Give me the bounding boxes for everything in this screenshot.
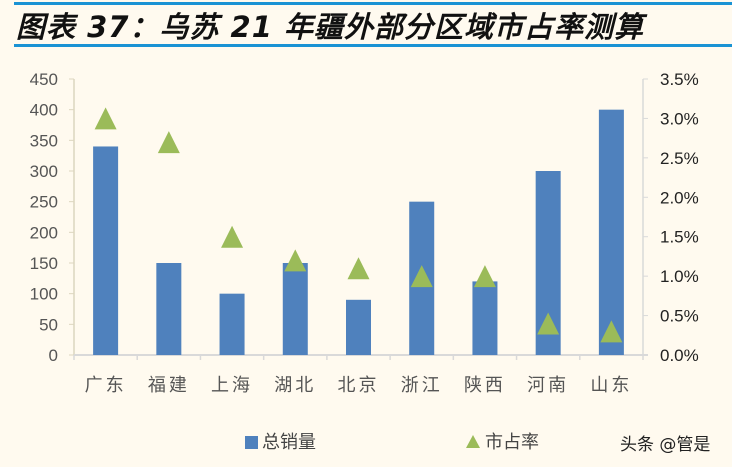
- left-tick-label: 300: [30, 162, 58, 181]
- right-axis: 0.0% 0.5% 1.0% 1.5% 2.0% 2.5% 3.0% 3.5%: [642, 70, 699, 365]
- triangle-marker-icon: [537, 312, 560, 335]
- bar: [93, 146, 119, 355]
- right-tick-label: 1.5%: [660, 228, 699, 247]
- triangle-marker-icon: [284, 249, 307, 272]
- right-tick-label: 1.0%: [660, 267, 699, 286]
- right-tick-label: 3.0%: [660, 109, 699, 128]
- left-tick-label: 350: [30, 131, 58, 150]
- triangle-marker-icon: [347, 257, 370, 280]
- right-tick-label: 0.0%: [660, 346, 699, 365]
- x-tick-label: 福建: [148, 375, 190, 396]
- x-tick-label: 上海: [211, 375, 253, 396]
- triangle-marker-icon: [600, 320, 623, 343]
- title-rule-top: [14, 2, 732, 5]
- right-tick-label: 2.0%: [660, 188, 699, 207]
- triangle-marker-icon: [410, 265, 433, 288]
- legend-item-bar: 总销量: [245, 428, 316, 454]
- left-tick-label: 200: [30, 223, 58, 242]
- x-tick-label: 广东: [85, 375, 127, 396]
- marker-series: [94, 107, 623, 343]
- triangle-marker-icon: [221, 225, 244, 248]
- right-tick-label: 2.5%: [660, 149, 699, 168]
- left-tick-label: 150: [30, 254, 58, 273]
- x-axis-labels: 广东 福建 上海 湖北 北京 浙江 陕西 河南 山东: [85, 375, 632, 396]
- left-tick-label: 400: [30, 101, 58, 120]
- x-tick-label: 河南: [527, 375, 569, 396]
- bar-series: [93, 109, 624, 356]
- left-tick-label: 50: [39, 315, 58, 334]
- x-tick-label: 北京: [338, 375, 380, 396]
- bar: [282, 263, 308, 355]
- bar: [346, 299, 371, 355]
- bar: [472, 281, 498, 355]
- triangle-marker-icon: [473, 265, 496, 288]
- legend-item-marker: 市占率: [466, 428, 539, 454]
- right-tick-label: 0.5%: [660, 307, 699, 326]
- x-tick-label: 山东: [590, 375, 632, 396]
- bar: [156, 263, 182, 355]
- bar: [598, 109, 624, 356]
- right-tick-label: 3.5%: [660, 70, 699, 89]
- watermark: 头条 @管是: [620, 435, 711, 455]
- left-tick-label: 250: [30, 193, 58, 212]
- chart-title: 图表 37：乌苏 21 年疆外部分区域市占率测算: [16, 10, 645, 44]
- bar: [219, 293, 245, 355]
- legend-marker-label: 市占率: [485, 432, 539, 453]
- x-tick-label: 陕西: [464, 375, 506, 396]
- title-rule-bottom: [14, 44, 732, 47]
- triangle-marker-icon: [157, 131, 180, 154]
- combo-chart: 0 50 100 150 200 250 300 350 400 450 0.0% 0.5% 1.0%…: [30, 70, 699, 396]
- x-tick-label: 浙江: [401, 375, 443, 396]
- legend-bar-label: 总销量: [262, 432, 316, 453]
- bar-swatch-icon: [245, 436, 258, 449]
- left-tick-label: 450: [30, 70, 58, 89]
- left-tick-label: 0: [49, 346, 58, 365]
- triangle-swatch-icon: [466, 435, 480, 448]
- left-tick-label: 100: [30, 285, 58, 304]
- x-tick-label: 湖北: [274, 375, 316, 396]
- triangle-marker-icon: [94, 107, 117, 130]
